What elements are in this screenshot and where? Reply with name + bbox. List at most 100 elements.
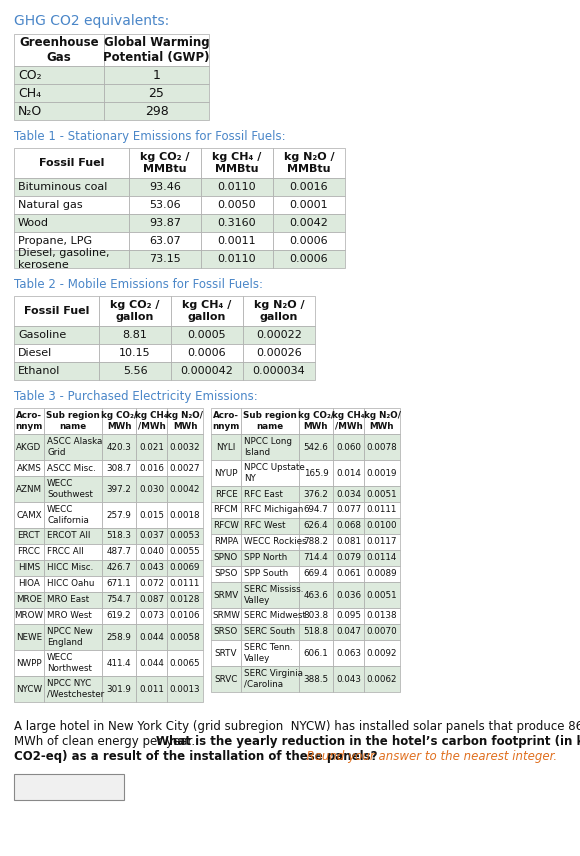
Bar <box>241 518 299 534</box>
Bar <box>273 148 345 178</box>
Bar <box>136 608 167 624</box>
Bar <box>241 582 299 608</box>
Text: 0.0062: 0.0062 <box>367 675 397 683</box>
Bar <box>241 502 299 518</box>
Bar <box>14 296 99 326</box>
Bar <box>211 534 241 550</box>
Bar <box>14 196 129 214</box>
Text: 0.0019: 0.0019 <box>367 468 397 478</box>
Bar <box>14 676 44 702</box>
Text: Diesel: Diesel <box>18 348 52 358</box>
Bar <box>167 460 203 476</box>
Text: 93.87: 93.87 <box>149 218 181 228</box>
Text: kg N₂O/
MWh: kg N₂O/ MWh <box>166 411 204 431</box>
Bar <box>14 362 99 380</box>
Text: SERC South: SERC South <box>244 627 295 637</box>
Text: 0.00022: 0.00022 <box>256 330 302 340</box>
Bar <box>14 592 44 608</box>
Text: SERC Midwest: SERC Midwest <box>244 611 306 621</box>
Text: SERC Virginia
/Carolina: SERC Virginia /Carolina <box>244 669 303 689</box>
Bar <box>14 232 129 250</box>
Bar <box>333 534 364 550</box>
Text: 0.0011: 0.0011 <box>218 236 256 246</box>
Bar <box>211 640 241 666</box>
Bar <box>44 434 102 460</box>
Bar <box>102 592 136 608</box>
Bar <box>102 476 136 502</box>
Text: 0.044: 0.044 <box>139 658 164 668</box>
Bar <box>211 434 241 460</box>
Text: SPP North: SPP North <box>244 554 287 562</box>
Text: WECC
Southwest: WECC Southwest <box>47 479 93 499</box>
Text: 0.0070: 0.0070 <box>367 627 397 637</box>
Text: SPSO: SPSO <box>215 569 238 579</box>
Bar <box>44 650 102 676</box>
Text: 463.6: 463.6 <box>303 591 328 599</box>
Bar <box>14 502 44 528</box>
Text: 0.0042: 0.0042 <box>289 218 328 228</box>
Text: 0.079: 0.079 <box>336 554 361 562</box>
Bar <box>241 624 299 640</box>
Text: 0.3160: 0.3160 <box>218 218 256 228</box>
Text: N₂O: N₂O <box>18 104 42 117</box>
Text: NPCC New
England: NPCC New England <box>47 627 93 646</box>
Bar <box>211 566 241 582</box>
Text: 0.043: 0.043 <box>139 563 164 573</box>
Text: 397.2: 397.2 <box>107 484 132 494</box>
Text: Global Warming
Potential (GWP): Global Warming Potential (GWP) <box>103 36 210 64</box>
Text: 0.0111: 0.0111 <box>170 580 200 589</box>
Text: 0.0006: 0.0006 <box>289 236 328 246</box>
Bar <box>104 102 209 120</box>
Bar <box>364 550 400 566</box>
Text: NPCC NYC
/Westchester: NPCC NYC /Westchester <box>47 680 104 698</box>
Bar <box>102 608 136 624</box>
Text: 0.040: 0.040 <box>139 548 164 556</box>
Text: 25: 25 <box>148 86 165 99</box>
Bar <box>211 666 241 692</box>
Bar <box>273 196 345 214</box>
Text: HIOA: HIOA <box>18 580 40 589</box>
Text: Sub region
name: Sub region name <box>243 411 297 431</box>
Bar <box>364 608 400 624</box>
Bar <box>99 326 171 344</box>
Text: kg CO₂/
MWh: kg CO₂/ MWh <box>298 411 334 431</box>
Text: FRCC: FRCC <box>17 548 41 556</box>
Bar <box>364 582 400 608</box>
Bar <box>14 84 104 102</box>
Bar <box>201 232 273 250</box>
Text: 754.7: 754.7 <box>107 596 132 604</box>
Bar <box>364 518 400 534</box>
Text: 0.0117: 0.0117 <box>367 538 397 546</box>
Text: 0.073: 0.073 <box>139 611 164 621</box>
Text: 0.014: 0.014 <box>336 468 361 478</box>
Bar <box>333 486 364 502</box>
Text: 165.9: 165.9 <box>303 468 328 478</box>
Bar <box>333 608 364 624</box>
Text: 0.000042: 0.000042 <box>180 366 233 376</box>
Text: Table 2 - Mobile Emissions for Fossil Fuels:: Table 2 - Mobile Emissions for Fossil Fu… <box>14 278 263 291</box>
Text: HICC Misc.: HICC Misc. <box>47 563 93 573</box>
Bar <box>129 232 201 250</box>
Bar <box>273 214 345 232</box>
Text: 0.0069: 0.0069 <box>170 563 200 573</box>
Text: SERC Mississ.
Valley: SERC Mississ. Valley <box>244 586 303 604</box>
Bar <box>167 576 203 592</box>
Text: 0.072: 0.072 <box>139 580 164 589</box>
Bar <box>167 434 203 460</box>
Bar <box>102 650 136 676</box>
Text: 0.0092: 0.0092 <box>367 649 397 657</box>
Text: RFCM: RFCM <box>213 506 238 514</box>
Text: Ethanol: Ethanol <box>18 366 60 376</box>
Bar <box>102 434 136 460</box>
Text: 301.9: 301.9 <box>107 685 132 693</box>
Bar <box>299 434 333 460</box>
Bar <box>364 666 400 692</box>
Text: 803.8: 803.8 <box>303 611 328 621</box>
Text: Propane, LPG: Propane, LPG <box>18 236 92 246</box>
Text: FRCC All: FRCC All <box>47 548 84 556</box>
Bar <box>44 576 102 592</box>
Bar <box>211 608 241 624</box>
Bar <box>14 476 44 502</box>
Bar <box>241 534 299 550</box>
Bar <box>102 528 136 544</box>
